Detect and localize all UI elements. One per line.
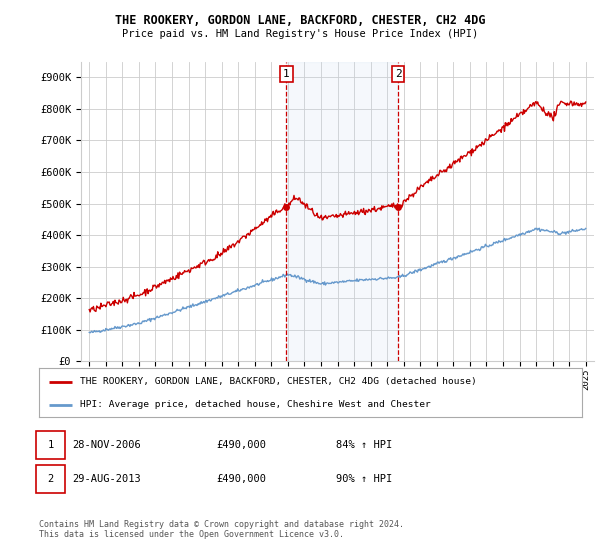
Text: £490,000: £490,000 [216,440,266,450]
Text: 1: 1 [47,440,53,450]
Text: 2: 2 [47,474,53,484]
Text: 1: 1 [283,69,290,79]
Text: 29-AUG-2013: 29-AUG-2013 [72,474,141,484]
Text: Contains HM Land Registry data © Crown copyright and database right 2024.
This d: Contains HM Land Registry data © Crown c… [39,520,404,539]
Text: HPI: Average price, detached house, Cheshire West and Chester: HPI: Average price, detached house, Ches… [80,400,430,409]
Text: 2: 2 [395,69,401,79]
Text: THE ROOKERY, GORDON LANE, BACKFORD, CHESTER, CH2 4DG: THE ROOKERY, GORDON LANE, BACKFORD, CHES… [115,14,485,27]
Text: 90% ↑ HPI: 90% ↑ HPI [336,474,392,484]
Text: 84% ↑ HPI: 84% ↑ HPI [336,440,392,450]
Text: THE ROOKERY, GORDON LANE, BACKFORD, CHESTER, CH2 4DG (detached house): THE ROOKERY, GORDON LANE, BACKFORD, CHES… [80,377,476,386]
Text: Price paid vs. HM Land Registry's House Price Index (HPI): Price paid vs. HM Land Registry's House … [122,29,478,39]
Text: £490,000: £490,000 [216,474,266,484]
Bar [286,62,398,361]
Text: 28-NOV-2006: 28-NOV-2006 [72,440,141,450]
